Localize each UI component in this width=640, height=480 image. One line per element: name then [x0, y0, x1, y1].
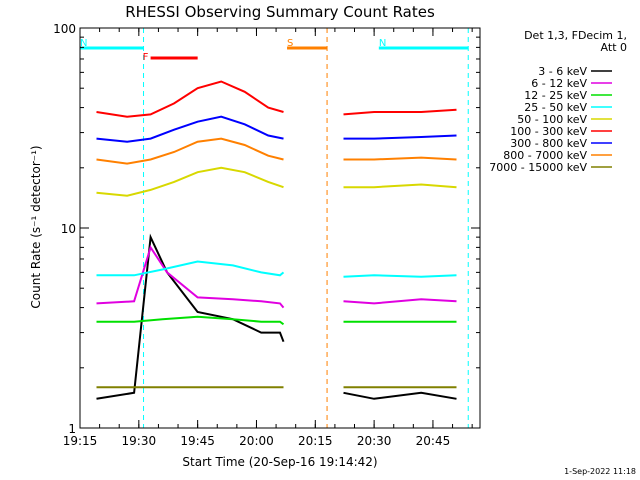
chart-title: RHESSI Observing Summary Count Rates: [125, 3, 435, 21]
flag-label-3: S: [287, 38, 293, 49]
series-line-6-0: [96, 115, 284, 143]
series-line-2-0: [96, 315, 285, 326]
y-axis-label: Count Rate (s⁻¹ detector⁻¹): [29, 145, 43, 308]
series-line-1-1: [343, 298, 457, 305]
x-tick-label-3: 20:00: [239, 434, 274, 448]
legend-header-1: Det 1,3, FDecim 1,: [524, 29, 627, 42]
y-tick-label-0: 1: [68, 422, 76, 436]
series-line-3-0: [96, 260, 285, 277]
series-line-4-0: [96, 166, 284, 197]
series-line-0-1: [343, 391, 457, 400]
series-line-4-1: [343, 183, 457, 189]
x-tick-label-6: 20:45: [416, 434, 451, 448]
flag-label-1: N: [379, 38, 386, 49]
x-tick-label-4: 20:15: [298, 434, 333, 448]
series-line-5-0: [96, 80, 284, 118]
x-tick-label-0: 19:15: [63, 434, 98, 448]
legend-label-3: 25 - 50 keV: [524, 101, 587, 114]
axis-ticks: 19:15 19:30 19:45 20:00 20:15 20:30 20:45 1 10 10…: [53, 22, 480, 448]
flag-label-2: F: [143, 52, 149, 63]
footer-date: 1-Sep-2022 11:18: [564, 467, 636, 476]
plot-border: [79, 27, 481, 429]
series-line-7-1: [343, 156, 457, 161]
x-tick-label-2: 19:45: [180, 434, 215, 448]
series-line-5-1: [343, 108, 457, 116]
legend-label-8: 7000 - 15000 keV: [489, 161, 587, 174]
legend-label-1: 6 - 12 keV: [531, 77, 587, 90]
legend-label-5: 100 - 300 keV: [510, 125, 587, 138]
series-line-6-1: [343, 134, 457, 140]
y-tick-label-1: 10: [61, 222, 76, 236]
flag-label-0: N: [80, 38, 87, 49]
series-line-7-0: [96, 137, 284, 165]
legend-label-2: 12 - 25 keV: [524, 89, 587, 102]
legend-label-0: 3 - 6 keV: [538, 65, 587, 78]
y-tick-label-2: 100: [53, 22, 76, 36]
plot-area: N N F S: [80, 28, 469, 428]
series-line-3-1: [343, 274, 457, 278]
series-line-1-0: [96, 245, 285, 309]
plot-frame: [79, 27, 481, 429]
legend-label-6: 300 - 800 keV: [510, 137, 587, 150]
legend-header-2: Att 0: [601, 41, 627, 54]
series-line-0-0: [96, 233, 285, 400]
legend-label-4: 50 - 100 keV: [517, 113, 587, 126]
x-tick-label-5: 20:30: [357, 434, 392, 448]
x-tick-label-1: 19:30: [122, 434, 157, 448]
x-axis-label: Start Time (20-Sep-16 19:14:42): [182, 455, 377, 469]
legend-label-7: 800 - 7000 keV: [503, 149, 587, 162]
